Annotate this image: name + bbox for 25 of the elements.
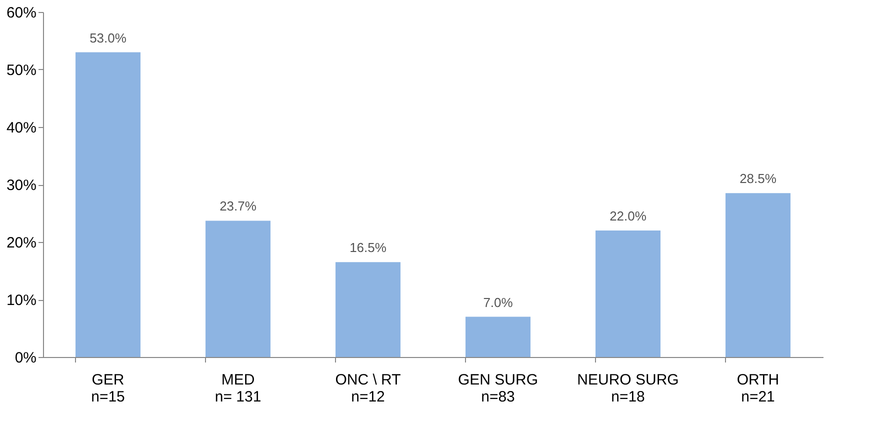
x-tick-label: NEURO SURG n=18 bbox=[577, 372, 679, 406]
data-label: 28.5% bbox=[740, 171, 777, 186]
data-label: 7.0% bbox=[483, 294, 514, 310]
bar bbox=[336, 262, 400, 357]
y-tick-label: 50% bbox=[6, 62, 36, 79]
y-tick-label: 40% bbox=[6, 120, 36, 136]
data-label: 22.0% bbox=[610, 208, 647, 224]
y-tick-label: 60% bbox=[6, 4, 36, 22]
data-label: 16.5% bbox=[350, 240, 387, 256]
bar bbox=[206, 220, 270, 357]
x-tick-label: GEN SURG n=83 bbox=[458, 372, 538, 406]
data-label: 23.7% bbox=[220, 198, 257, 214]
bar bbox=[76, 52, 140, 357]
data-label: 53.0% bbox=[90, 30, 127, 46]
y-tick-label: 10% bbox=[6, 292, 36, 309]
y-tick-label: 30% bbox=[6, 177, 36, 194]
y-tick-label: 0% bbox=[14, 350, 36, 366]
bar bbox=[596, 230, 660, 357]
bar bbox=[726, 193, 790, 357]
bar bbox=[466, 316, 530, 357]
x-tick-label: ORTH n=21 bbox=[736, 372, 780, 406]
y-tick-label: 20% bbox=[6, 234, 36, 252]
x-tick-label: MED n= 131 bbox=[214, 372, 262, 406]
x-tick-label: GER n=15 bbox=[91, 372, 125, 406]
x-tick-label: ONC \ RT n=12 bbox=[335, 372, 401, 406]
